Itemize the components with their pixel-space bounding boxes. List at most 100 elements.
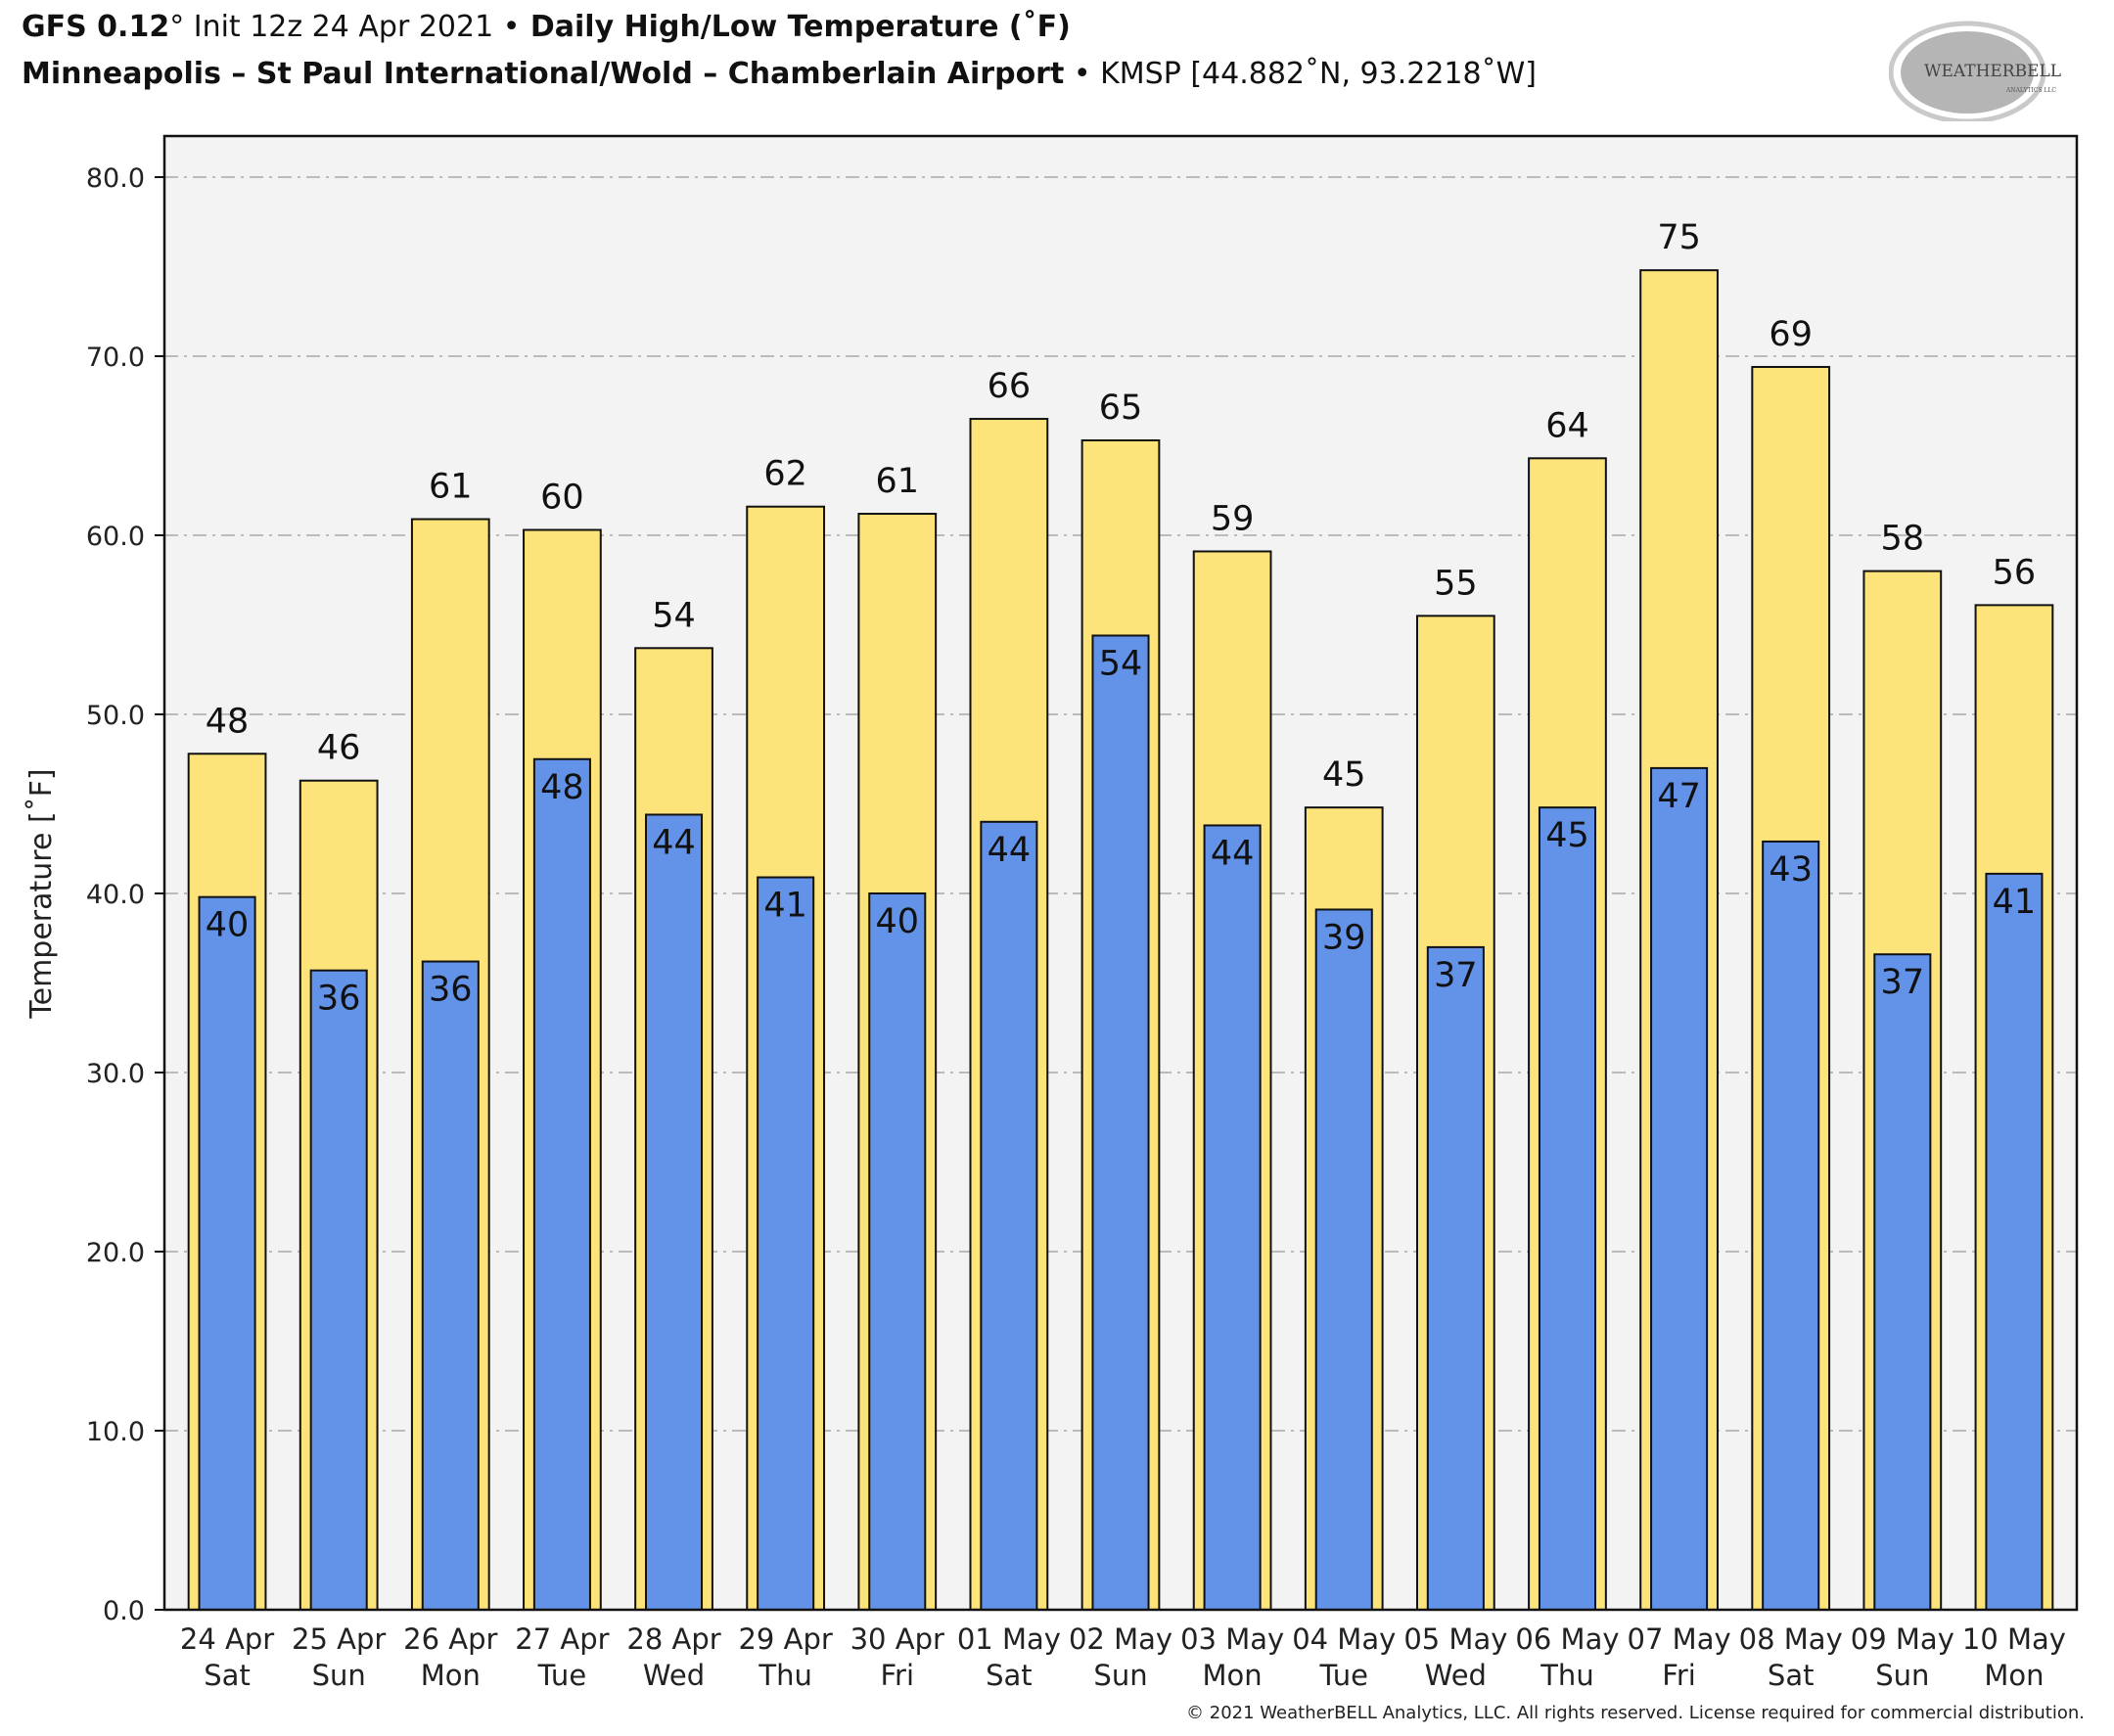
- x-tick-date: 26 Apr: [403, 1622, 497, 1656]
- logo-ring-icon: [1889, 21, 2046, 121]
- station-line: Minneapolis – St Paul International/Wold…: [22, 57, 1537, 91]
- low-bar: [757, 876, 815, 1611]
- product-name: Daily High/Low Temperature (˚F): [520, 10, 1071, 44]
- high-value-label: 59: [1211, 499, 1255, 538]
- x-tick-weekday: Thu: [1540, 1659, 1593, 1692]
- low-value-label: 44: [652, 823, 696, 862]
- high-value-label: 64: [1545, 406, 1589, 445]
- high-value-label: 66: [988, 367, 1032, 406]
- low-bar: [532, 757, 591, 1611]
- low-value-label: 40: [875, 902, 919, 941]
- x-tick-weekday: Wed: [643, 1659, 705, 1692]
- y-tick-label: 20.0: [86, 1238, 145, 1268]
- bars: [187, 269, 2054, 1612]
- x-tick-weekday: Tue: [1318, 1659, 1368, 1692]
- weatherbell-logo: WEATHERBELL ANALYTICS LLC: [1889, 21, 2061, 121]
- x-tick-weekday: Sun: [1875, 1659, 1929, 1692]
- x-tick-date: 09 May: [1851, 1622, 1954, 1656]
- low-value-label: 47: [1657, 777, 1701, 816]
- low-bar: [198, 895, 256, 1611]
- x-tick-date: 04 May: [1292, 1622, 1396, 1656]
- x-tick-weekday: Thu: [758, 1659, 811, 1692]
- logo-swirl-icon: [1901, 31, 2034, 114]
- high-value-label: 65: [1099, 388, 1143, 428]
- high-value-label: 45: [1322, 755, 1366, 795]
- x-tick-weekday: Sat: [1768, 1659, 1815, 1692]
- x-tick-weekday: Sat: [986, 1659, 1033, 1692]
- x-tick-date: 25 Apr: [292, 1622, 386, 1656]
- x-tick-weekday: Fri: [1662, 1659, 1696, 1692]
- chart-title: GFS 0.12° Init 12z 24 Apr 2021 • Daily H…: [22, 10, 1071, 44]
- value-labels: 48 40 46 36 61 36 60 48 54 44 62 41 61 40 66 44 65 54 59 44…: [206, 218, 2036, 1019]
- x-tick-weekday: Tue: [537, 1659, 587, 1692]
- x-tick-weekday: Sun: [312, 1659, 366, 1692]
- x-tick-weekday: Mon: [421, 1659, 481, 1692]
- y-tick-label: 80.0: [86, 163, 145, 194]
- low-bar: [645, 813, 704, 1611]
- x-tick-weekday: Wed: [1425, 1659, 1487, 1692]
- station-bullet: •: [1073, 57, 1091, 91]
- y-tick-label: 50.0: [86, 701, 145, 731]
- low-value-label: 41: [1993, 883, 2037, 922]
- y-tick-label: 10.0: [86, 1417, 145, 1447]
- low-bar: [1314, 908, 1373, 1611]
- low-bar: [1426, 945, 1485, 1611]
- high-value-label: 56: [1993, 553, 2037, 592]
- high-value-label: 58: [1881, 520, 1925, 559]
- low-value-label: 43: [1769, 850, 1813, 890]
- high-value-label: 54: [652, 596, 696, 635]
- x-tick-date: 07 May: [1628, 1622, 1731, 1656]
- y-tick-label: 60.0: [86, 522, 145, 552]
- low-value-label: 36: [317, 980, 361, 1019]
- low-bar: [980, 820, 1038, 1611]
- copyright-notice: © 2021 WeatherBELL Analytics, LLC. All r…: [1186, 1703, 2085, 1723]
- model-name: GFS 0.12: [22, 10, 170, 44]
- y-tick-label: 70.0: [86, 343, 145, 373]
- low-value-label: 44: [988, 831, 1032, 870]
- low-bar: [1762, 840, 1820, 1611]
- y-axis: 0.0 10.0 20.0 30.0 40.0 50.0 60.0 70.0 80.0: [86, 163, 164, 1626]
- x-tick-weekday: Sat: [204, 1659, 251, 1692]
- low-value-label: 45: [1545, 816, 1589, 855]
- model-degree: °: [169, 10, 185, 44]
- low-bar: [1538, 806, 1596, 1611]
- y-tick-label: 0.0: [103, 1596, 145, 1626]
- x-tick-date: 01 May: [957, 1622, 1061, 1656]
- x-tick-weekday: Mon: [1203, 1659, 1263, 1692]
- low-value-label: 48: [540, 768, 584, 807]
- low-bar: [1091, 634, 1150, 1611]
- low-value-label: 41: [763, 887, 807, 926]
- x-tick-date: 10 May: [1962, 1622, 2066, 1656]
- x-tick-date: 30 Apr: [850, 1622, 944, 1656]
- low-bar: [1650, 766, 1709, 1611]
- y-tick-label: 40.0: [86, 880, 145, 910]
- low-bar: [1873, 953, 1932, 1611]
- init-time: Init 12z 24 Apr 2021: [184, 10, 503, 44]
- title-bullet: •: [502, 10, 521, 44]
- x-tick-weekday: Mon: [1984, 1659, 2044, 1692]
- station-name: Minneapolis – St Paul International/Wold…: [22, 57, 1065, 91]
- x-tick-weekday: Fri: [880, 1659, 914, 1692]
- x-tick-date: 03 May: [1180, 1622, 1284, 1656]
- plot-frame: [162, 134, 2079, 1612]
- logo-subtext: ANALYTICS LLC: [2005, 87, 2056, 94]
- high-value-label: 75: [1657, 218, 1701, 257]
- x-tick-date: 05 May: [1403, 1622, 1507, 1656]
- low-bar: [1203, 824, 1262, 1611]
- low-value-label: 44: [1211, 834, 1255, 873]
- station-info: KMSP [44.882˚N, 93.2218˚W]: [1090, 57, 1537, 91]
- high-value-label: 69: [1769, 315, 1813, 354]
- low-bar: [868, 892, 927, 1611]
- x-tick-date: 29 Apr: [738, 1622, 832, 1656]
- y-axis-label: Temperature [˚F]: [24, 768, 59, 1019]
- low-value-label: 36: [429, 971, 473, 1010]
- x-tick-date: 27 Apr: [515, 1622, 609, 1656]
- high-value-label: 46: [317, 729, 361, 768]
- x-tick-date: 28 Apr: [626, 1622, 720, 1656]
- low-value-label: 37: [1434, 956, 1478, 995]
- low-value-label: 54: [1099, 644, 1143, 683]
- y-tick-label: 30.0: [86, 1059, 145, 1089]
- x-tick-date: 24 Apr: [180, 1622, 274, 1656]
